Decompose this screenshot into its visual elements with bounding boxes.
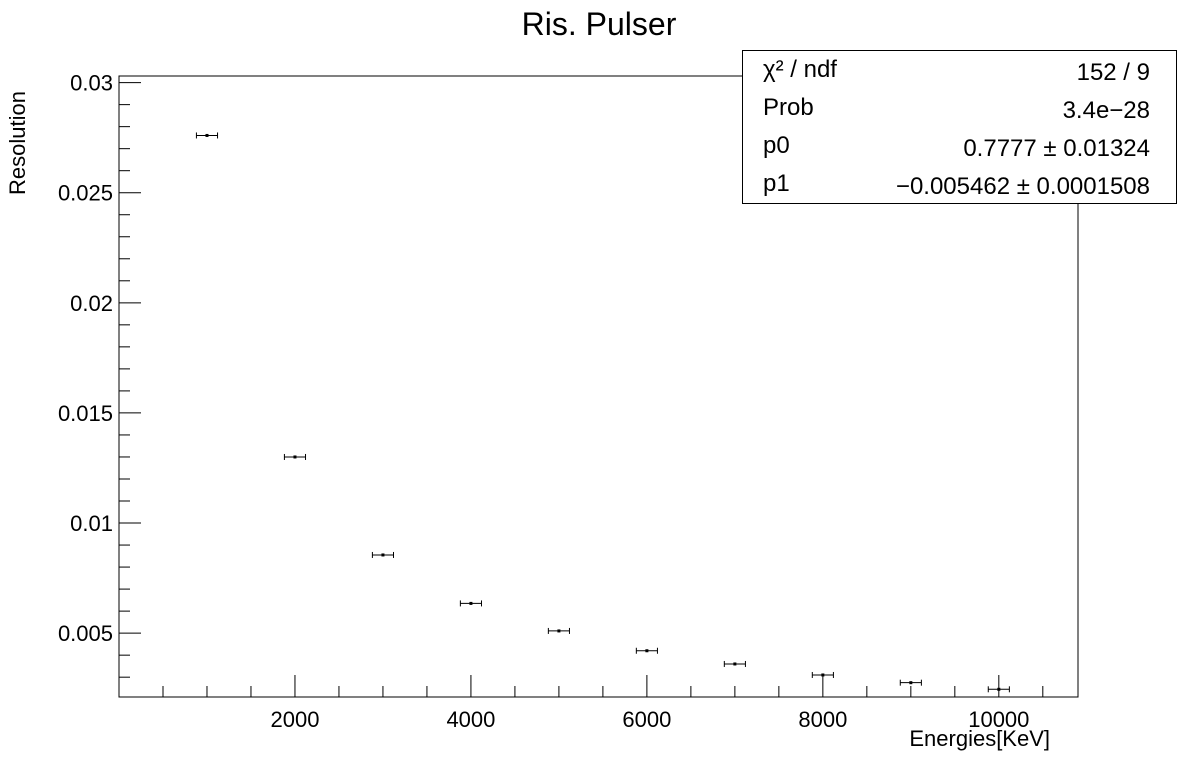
data-point (899, 679, 922, 686)
x-tick-label: 4000 (446, 707, 495, 732)
plot-frame-layer (118, 75, 1079, 698)
stats-value: −0.005462 ± 0.0001508 (895, 173, 1150, 200)
y-axis-label: Resolution (5, 91, 30, 195)
stats-key: p1 (763, 170, 790, 197)
point-marker (469, 601, 473, 605)
data-points-layer (195, 132, 1010, 693)
data-point (283, 453, 307, 460)
data-point (635, 647, 658, 654)
y-tick-label: 0.015 (58, 401, 113, 426)
x-axis-label: Energies[KeV] (909, 726, 1050, 751)
y-tick-label: 0.03 (70, 71, 113, 96)
data-point (547, 627, 570, 634)
point-marker (821, 673, 825, 677)
chart-title: Ris. Pulser (521, 6, 677, 42)
y-tick-label: 0.005 (58, 621, 113, 646)
stats-row-p1: p1 −0.005462 ± 0.0001508 (743, 165, 1176, 203)
data-point (195, 132, 219, 139)
y-tick-label: 0.01 (70, 511, 113, 536)
stats-value: 3.4e−28 (1062, 97, 1150, 124)
point-marker (997, 687, 1001, 691)
data-point (723, 660, 746, 667)
stats-row-chi2: χ² / ndf 152 / 9 (743, 51, 1176, 89)
fit-stats-box: χ² / ndf 152 / 9 Prob 3.4e−28 p0 0.7777 … (742, 50, 1177, 204)
data-point (987, 686, 1010, 693)
x-tick-label: 10000 (968, 707, 1029, 732)
stats-key: Prob (763, 94, 814, 121)
point-marker (293, 455, 297, 459)
x-tick-label: 8000 (798, 707, 847, 732)
x-tick-label: 6000 (622, 707, 671, 732)
x-tick-label: 2000 (270, 707, 319, 732)
stats-key: χ² / ndf (763, 56, 837, 83)
stats-key: p0 (763, 132, 790, 159)
stats-row-prob: Prob 3.4e−28 (743, 89, 1176, 127)
stats-value: 152 / 9 (1076, 59, 1150, 86)
data-point (459, 600, 482, 607)
y-tick-label: 0.02 (70, 291, 113, 316)
point-marker (381, 553, 385, 557)
point-marker (645, 649, 649, 653)
point-marker (733, 662, 737, 666)
stats-row-p0: p0 0.7777 ± 0.01324 (743, 127, 1176, 165)
stats-value: 0.7777 ± 0.01324 (963, 135, 1150, 162)
plot-frame (118, 75, 1079, 698)
axis-ticks-layer: 2000 4000 6000 8000 10000 0.005 0.01 0.015 0.02 0… (58, 71, 1044, 732)
data-point (811, 671, 834, 678)
point-marker (205, 133, 209, 137)
point-marker (909, 681, 913, 685)
point-marker (557, 629, 561, 633)
y-tick-label: 0.025 (58, 181, 113, 206)
data-point (371, 551, 395, 558)
